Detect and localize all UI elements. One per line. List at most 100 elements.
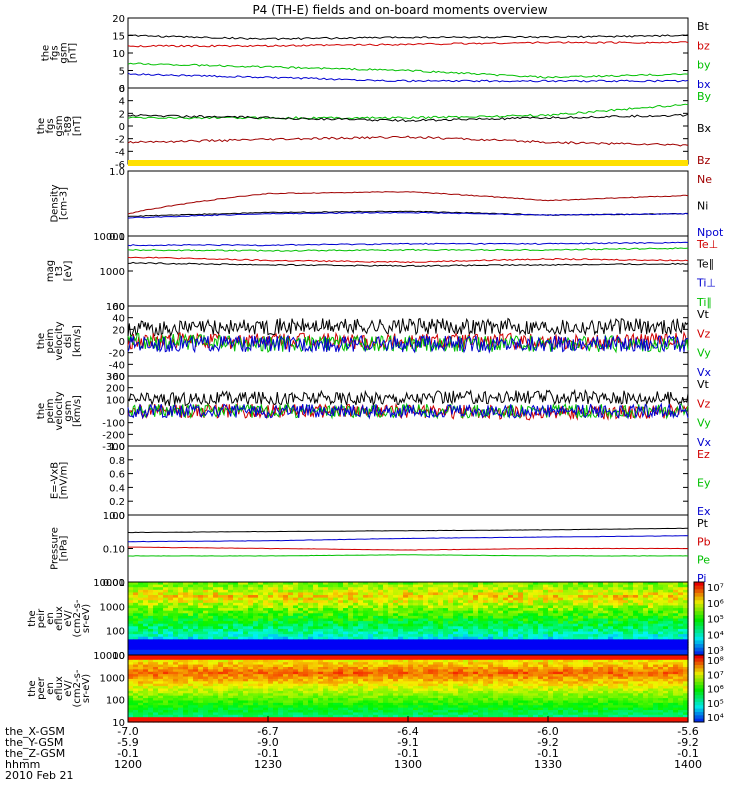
spectrogram-cell [148, 636, 154, 640]
spectrogram-cell [343, 582, 349, 586]
spectrogram-cell [518, 683, 524, 687]
spectrogram-cell [233, 676, 239, 680]
spectrogram-cell [193, 671, 199, 675]
spectrogram-cell [528, 623, 534, 627]
spectrogram-cell [288, 676, 294, 680]
spectrogram-cell [333, 655, 339, 658]
spectrogram-cell [493, 681, 499, 685]
spectrogram-cell [213, 605, 219, 609]
spectrogram-cell [388, 584, 394, 588]
spectrogram-cell [488, 626, 494, 630]
spectrogram-cell [438, 597, 444, 601]
spectrogram-cell [293, 600, 299, 604]
spectrogram-cell [408, 584, 414, 588]
spectrogram-cell [268, 610, 274, 614]
spectrogram-cell [638, 610, 644, 614]
spectrogram-cell [273, 676, 279, 680]
spectrogram-cell [378, 634, 384, 638]
spectrogram-cell [133, 649, 139, 653]
spectrogram-cell [668, 671, 674, 675]
spectrogram-cell [368, 610, 374, 614]
spectrogram-cell [273, 608, 279, 612]
spectrogram-cell [238, 618, 244, 622]
spectrogram-cell [583, 652, 589, 656]
spectrogram-cell [258, 636, 264, 640]
spectrogram-cell [348, 639, 354, 643]
spectrogram-cell [383, 647, 389, 651]
spectrogram-cell [453, 657, 459, 661]
spectrogram-cell [508, 655, 514, 658]
spectrogram-cell [548, 597, 554, 601]
spectrogram-cell [518, 676, 524, 680]
spectrogram-cell [128, 641, 134, 646]
spectrogram-cell [613, 657, 619, 661]
spectrogram-cell [643, 669, 649, 673]
spectrogram-cell [203, 652, 209, 656]
spectrogram-cell [498, 639, 504, 643]
spectrogram-cell [263, 626, 269, 630]
spectrogram-cell [678, 639, 684, 643]
spectrogram-cell [303, 610, 309, 614]
spectrogram-cell [368, 613, 374, 617]
spectrogram-cell [473, 597, 479, 601]
spectrogram-cell [158, 652, 164, 656]
spectrogram-cell [308, 628, 314, 633]
spectrogram-cell [273, 683, 279, 687]
spectrogram-cell [243, 587, 249, 591]
spectrogram-cell [128, 623, 134, 627]
spectrogram-cell [513, 592, 519, 596]
colorbar-segment [694, 607, 704, 612]
spectrogram-cell [458, 671, 464, 675]
spectrogram-cell [413, 623, 419, 627]
spectrogram-cell [273, 587, 279, 591]
spectrogram-cell [568, 618, 574, 622]
spectrogram-cell [178, 613, 184, 617]
spectrogram-cell [518, 631, 524, 635]
spectrogram-cell [203, 669, 209, 673]
spectrogram-cell [178, 600, 184, 604]
spectrogram-cell [628, 582, 634, 586]
spectrogram-cell [273, 644, 279, 648]
spectrogram-cell [678, 602, 684, 607]
spectrogram-cell [293, 644, 299, 648]
spectrogram-cell [603, 626, 609, 630]
spectrogram-cell [513, 613, 519, 617]
spectrogram-cell [238, 657, 244, 661]
spectrogram-cell [338, 636, 344, 640]
spectrogram-cell [388, 649, 394, 653]
spectrogram-cell [188, 595, 194, 599]
spectrogram-cell [188, 628, 194, 633]
spectrogram-cell [268, 644, 274, 648]
spectrogram-cell [293, 686, 299, 690]
spectrogram-cell [208, 631, 214, 635]
spectrogram-cell [268, 602, 274, 607]
spectrogram-cell [258, 649, 264, 653]
spectrogram-cell [443, 592, 449, 596]
spectrogram-cell [338, 584, 344, 588]
spectrogram-cell [508, 639, 514, 643]
spectrogram-cell [428, 671, 434, 675]
spectrogram-cell [528, 676, 534, 680]
spectrogram-cell [438, 608, 444, 612]
spectrogram-cell [638, 615, 644, 620]
spectrogram-cell [283, 605, 289, 609]
spectrogram-cell [498, 678, 504, 682]
spectrogram-cell [423, 613, 429, 617]
spectrogram-cell [398, 634, 404, 638]
spectrogram-cell [403, 647, 409, 651]
spectrogram-cell [593, 686, 599, 690]
spectrogram-cell [573, 623, 579, 627]
spectrogram-cell [253, 674, 259, 678]
spectrogram-cell [578, 666, 584, 670]
spectrogram-cell [443, 657, 449, 661]
spectrogram-cell [643, 589, 649, 594]
spectrogram-cell [403, 669, 409, 673]
spectrogram-cell [428, 589, 434, 594]
spectrogram-cell [538, 626, 544, 630]
spectrogram-cell [538, 615, 544, 620]
spectrogram-cell [398, 602, 404, 607]
spectrogram-cell [403, 615, 409, 620]
spectrogram-cell [328, 597, 334, 601]
spectrogram-cell [398, 626, 404, 630]
spectrogram-cell [448, 671, 454, 675]
